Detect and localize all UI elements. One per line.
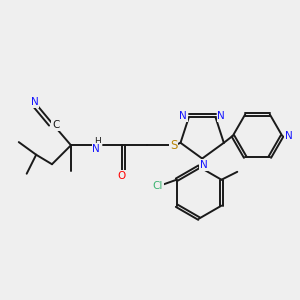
Text: N: N: [31, 97, 38, 107]
Text: C: C: [52, 120, 59, 130]
Text: N: N: [92, 144, 100, 154]
Text: S: S: [170, 139, 177, 152]
Text: O: O: [117, 171, 126, 181]
Text: N: N: [200, 160, 208, 170]
Text: Cl: Cl: [152, 181, 163, 191]
Text: N: N: [285, 131, 293, 141]
Text: H: H: [94, 137, 101, 146]
Text: N: N: [179, 111, 187, 121]
Text: N: N: [218, 111, 225, 121]
